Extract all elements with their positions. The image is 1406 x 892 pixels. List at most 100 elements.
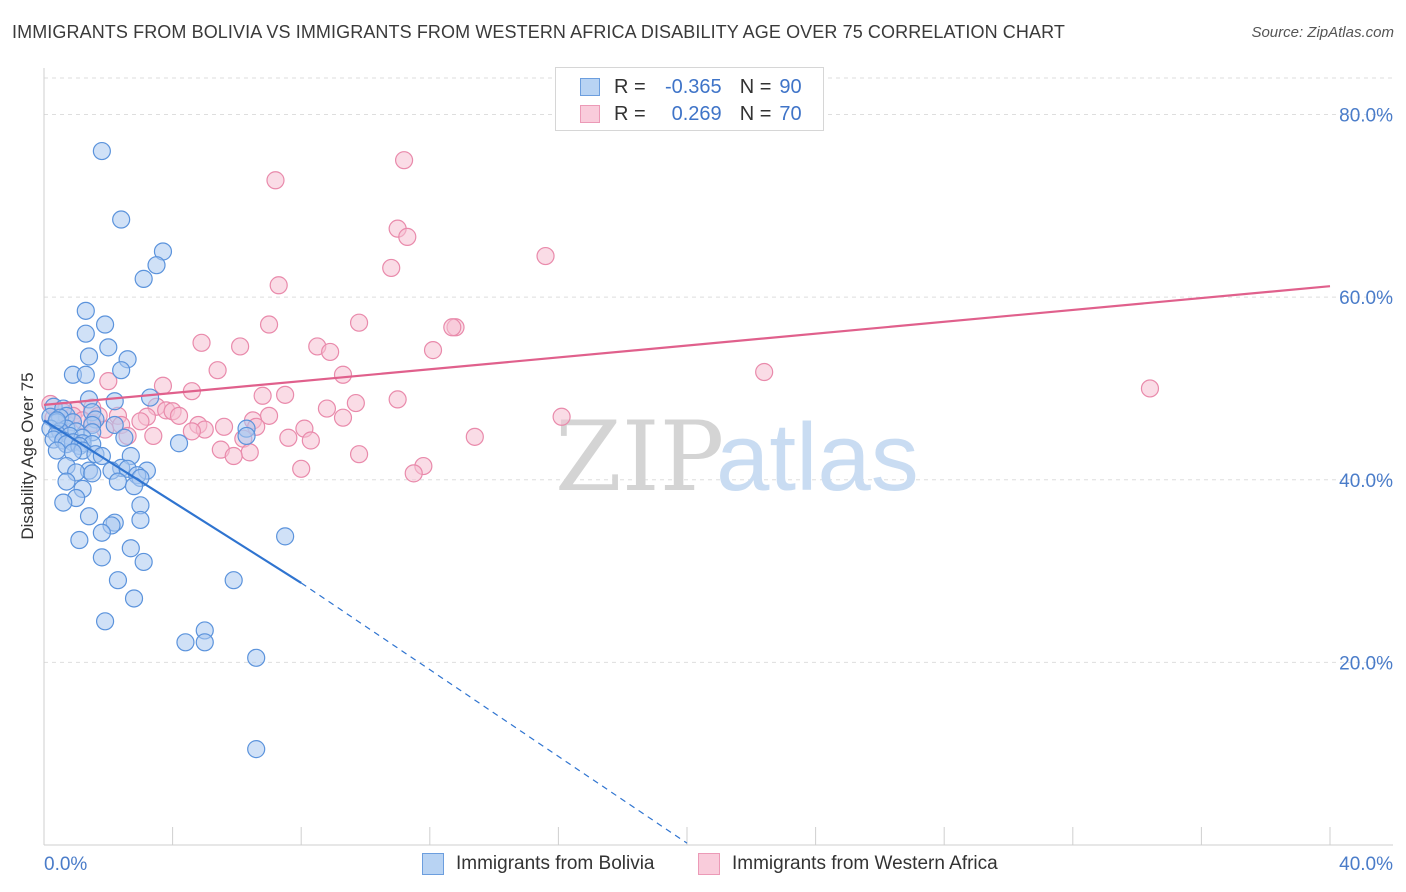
western-africa-trend-line [43, 285, 1331, 406]
bolivia-point [95, 315, 115, 334]
western-africa-point [333, 365, 353, 384]
western-africa-point [536, 246, 555, 266]
western-africa-point [349, 313, 369, 332]
western-africa-point [423, 341, 443, 360]
y-tick-label: 20.0% [1339, 653, 1393, 674]
bolivia-point [115, 428, 134, 447]
western-africa-point [169, 406, 189, 425]
bolivia-point [108, 472, 128, 491]
western-africa-point [279, 428, 298, 447]
bolivia-point [92, 141, 111, 161]
trend-lines [43, 285, 1331, 844]
grid-lines [44, 77, 1393, 663]
x-tick-label: 40.0% [1339, 854, 1393, 875]
r-value: -0.365 [664, 75, 722, 98]
western-africa-point [224, 446, 243, 466]
bolivia-swatch [580, 78, 600, 96]
bolivia-point [47, 441, 66, 460]
western-africa-point [755, 362, 774, 382]
western-africa-point [214, 417, 234, 436]
bolivia-point [47, 411, 66, 430]
bolivia-point [83, 464, 102, 483]
western-africa-point [398, 227, 417, 246]
bolivia-point [131, 510, 150, 530]
western-africa-point [292, 459, 311, 478]
bolivia-point [247, 740, 266, 759]
y-tick-label: 80.0% [1339, 106, 1393, 127]
watermark-atlas: atlas [716, 404, 919, 511]
y-tick-label: 40.0% [1339, 471, 1393, 492]
western-africa-point [240, 443, 259, 462]
source-label: Source: ZipAtlas.com [1251, 24, 1394, 41]
correlation-legend: R = -0.365 N = 90 R = 0.269 N = 70 [555, 67, 824, 131]
western-africa-point [253, 386, 272, 405]
n-value: 90 [779, 75, 802, 98]
western-africa-point [443, 318, 462, 337]
western-africa-point [192, 333, 211, 352]
western-africa-point [259, 315, 279, 334]
legend-row-bolivia: R = -0.365 N = 90 [580, 75, 802, 99]
watermark: ZIP atlas [555, 401, 919, 513]
western-africa-point [131, 412, 150, 431]
y-axis-label: Disability Age Over 75 [18, 372, 37, 539]
bolivia-point [92, 548, 111, 567]
bolivia-point [76, 301, 95, 320]
bolivia-point [79, 507, 99, 526]
r-value: 0.269 [671, 102, 722, 125]
bolivia-legend-label: Immigrants from Bolivia [456, 853, 655, 874]
bolivia-trend-extension [300, 582, 688, 844]
western-africa-point [394, 151, 414, 170]
bolivia-point [70, 530, 89, 550]
western-africa-point [317, 399, 337, 418]
n-label: N = [739, 102, 772, 125]
bolivia-point [105, 415, 124, 435]
western-africa-swatch [580, 105, 600, 123]
chart-title: IMMIGRANTS FROM BOLIVIA VS IMMIGRANTS FR… [12, 22, 1065, 42]
bolivia-point [124, 589, 144, 608]
data-points [41, 141, 1160, 759]
bolivia-point [54, 493, 73, 512]
bolivia-point [79, 347, 99, 366]
bolivia-point [95, 612, 115, 631]
western-africa-point [552, 407, 571, 426]
bolivia-point [195, 633, 214, 652]
axes [43, 68, 1393, 846]
bolivia-point [108, 571, 128, 590]
bolivia-point [134, 552, 153, 572]
bolivia-point [140, 388, 160, 407]
western-africa-point [382, 258, 401, 278]
bolivia-point [247, 648, 266, 667]
bolivia-point [147, 256, 166, 275]
western-africa-point [144, 426, 163, 446]
bolivia-point [99, 338, 118, 357]
western-africa-point [349, 445, 369, 464]
western-africa-point [208, 361, 227, 380]
western-africa-legend-label: Immigrants from Western Africa [732, 853, 998, 874]
n-value: 70 [779, 102, 802, 125]
legend-item-western-africa: Immigrants from Western Africa [698, 851, 998, 877]
bolivia-point [121, 539, 140, 558]
western-africa-point [1140, 379, 1160, 398]
bolivia-point [112, 361, 131, 380]
n-label: N = [739, 75, 772, 98]
bolivia-legend-swatch [422, 853, 444, 875]
watermark-zip: ZIP [555, 401, 724, 513]
bolivia-point [224, 571, 243, 590]
western-africa-point [346, 393, 365, 413]
bolivia-point [76, 324, 95, 343]
western-africa-point [276, 385, 295, 404]
bolivia-point [276, 527, 295, 546]
western-africa-point [404, 464, 423, 483]
bolivia-point [112, 210, 131, 229]
western-africa-point [99, 372, 118, 391]
bolivia-point [134, 269, 153, 288]
western-africa-point [231, 337, 250, 356]
western-africa-point [182, 422, 201, 441]
x-tick-label: 0.0% [44, 854, 87, 875]
western-africa-point [321, 342, 340, 362]
bolivia-point [237, 426, 256, 446]
western-africa-legend-swatch [698, 853, 720, 875]
western-africa-point [301, 431, 320, 450]
western-africa-point [266, 171, 285, 190]
